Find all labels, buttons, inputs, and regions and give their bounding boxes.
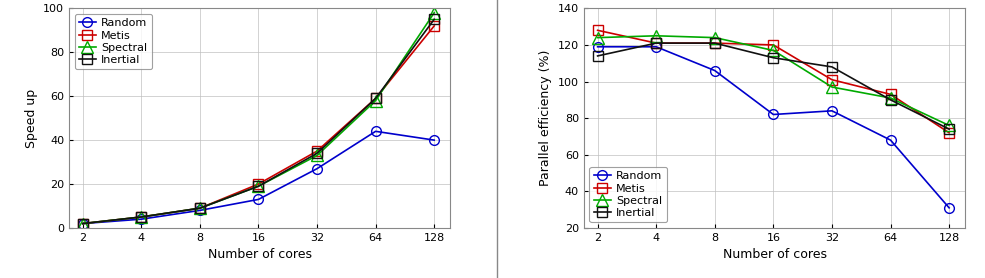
Inertial [944,127,955,131]
Random [592,45,604,48]
Random [885,138,896,142]
Random [369,130,381,133]
Metis [826,78,838,81]
Spectral [311,154,323,157]
Legend: Random, Metis, Spectral, Inertial: Random, Metis, Spectral, Inertial [589,167,667,222]
Spectral [650,34,662,38]
Metis [194,207,206,210]
Metis [592,29,604,32]
Random [709,69,721,72]
Inertial [252,185,264,188]
Inertial [767,56,779,59]
Inertial [194,207,206,210]
Spectral [885,96,896,100]
Inertial [311,152,323,155]
Spectral [826,85,838,89]
Inertial [826,65,838,69]
Metis [709,41,721,45]
Inertial [369,97,381,100]
Metis [944,131,955,135]
Spectral [709,36,721,39]
Spectral [369,99,381,102]
Inertial [885,98,896,101]
Inertial [77,222,89,225]
Line: Random: Random [593,42,954,213]
Metis [311,150,323,153]
Line: Inertial: Inertial [78,14,439,229]
Spectral [767,49,779,52]
Random [311,167,323,170]
Metis [135,215,147,219]
Line: Inertial: Inertial [593,38,954,134]
Random [650,45,662,48]
Metis [767,43,779,47]
Metis [252,182,264,186]
Random [826,109,838,113]
Spectral [592,36,604,39]
Spectral [135,215,147,219]
Random [77,222,89,225]
Spectral [77,222,89,225]
Inertial [709,41,721,45]
X-axis label: Number of cores: Number of cores [208,248,311,261]
Metis [369,97,381,100]
Y-axis label: Parallel efficiency (%): Parallel efficiency (%) [540,50,553,186]
Spectral [194,207,206,210]
Random [767,113,779,116]
X-axis label: Number of cores: Number of cores [723,248,826,261]
Metis [885,93,896,96]
Spectral [252,185,264,188]
Y-axis label: Speed up: Speed up [25,89,37,148]
Line: Random: Random [78,126,439,229]
Random [194,209,206,212]
Line: Spectral: Spectral [592,30,954,131]
Line: Metis: Metis [593,26,954,138]
Metis [650,41,662,45]
Spectral [944,124,955,127]
Random [428,138,440,142]
Random [135,217,147,221]
Legend: Random, Metis, Spectral, Inertial: Random, Metis, Spectral, Inertial [75,14,152,70]
Inertial [592,54,604,58]
Random [252,198,264,201]
Line: Spectral: Spectral [77,7,439,229]
Metis [77,222,89,225]
Inertial [650,41,662,45]
Line: Metis: Metis [78,21,439,229]
Spectral [428,11,440,14]
Metis [428,24,440,28]
Inertial [135,215,147,219]
Inertial [428,18,440,21]
Random [944,206,955,210]
